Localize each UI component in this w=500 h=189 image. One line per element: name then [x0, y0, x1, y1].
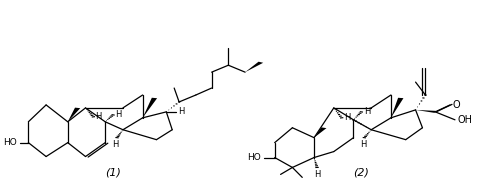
Text: H: H [112, 140, 118, 149]
Text: H: H [96, 112, 102, 121]
Polygon shape [68, 108, 80, 122]
Text: H: H [178, 107, 185, 116]
Polygon shape [314, 127, 326, 138]
Polygon shape [245, 62, 263, 72]
Text: OH: OH [458, 115, 472, 125]
Text: O: O [452, 100, 460, 110]
Text: H: H [344, 113, 350, 122]
Text: H: H [360, 140, 366, 149]
Text: H: H [314, 170, 320, 179]
Polygon shape [391, 98, 404, 118]
Text: H: H [364, 107, 370, 116]
Text: HO: HO [3, 138, 16, 147]
Text: HO: HO [247, 153, 261, 162]
Text: H: H [116, 110, 122, 119]
Text: (1): (1) [104, 167, 120, 177]
Text: (2): (2) [354, 167, 370, 177]
Polygon shape [142, 98, 157, 118]
Polygon shape [416, 110, 436, 113]
